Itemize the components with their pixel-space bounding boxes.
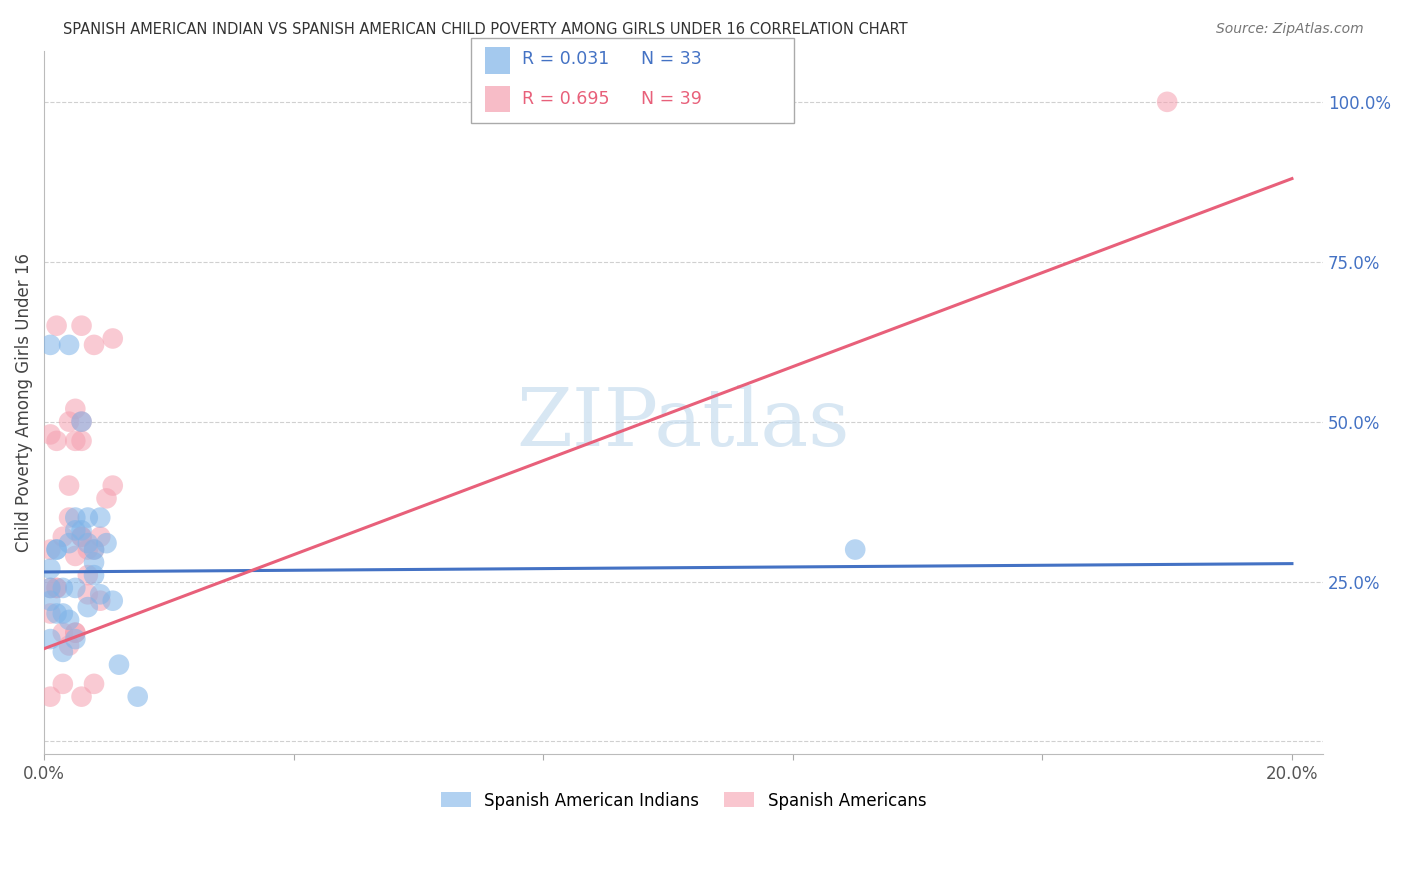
Point [76, 542, 98, 557]
Point [89, 510, 111, 524]
Text: SPANISH AMERICAN INDIAN VS SPANISH AMERICAN CHILD POVERTY AMONG GIRLS UNDER 16 C: SPANISH AMERICAN INDIAN VS SPANISH AMERI… [63, 22, 908, 37]
Point [52, 607, 75, 621]
Point [101, 478, 124, 492]
Point [65, 625, 87, 640]
Point [844, 542, 866, 557]
Point [52, 530, 75, 544]
Point [70, 530, 93, 544]
Point [65, 434, 87, 448]
Point [108, 657, 131, 672]
Point [83, 542, 105, 557]
Point [76, 510, 98, 524]
Point [70, 318, 93, 333]
Text: N = 39: N = 39 [641, 90, 702, 108]
Point [83, 555, 105, 569]
Point [52, 677, 75, 691]
Point [70, 530, 93, 544]
Point [96, 491, 118, 506]
Point [58, 415, 80, 429]
Point [70, 524, 93, 538]
Point [83, 542, 105, 557]
Point [45, 607, 67, 621]
Point [65, 401, 87, 416]
Point [39, 562, 62, 576]
Point [58, 338, 80, 352]
Point [39, 690, 62, 704]
Text: ZIPatlas: ZIPatlas [517, 384, 851, 463]
Point [58, 478, 80, 492]
Point [65, 581, 87, 595]
Point [65, 524, 87, 538]
Text: N = 33: N = 33 [641, 50, 702, 68]
Point [83, 677, 105, 691]
Point [39, 581, 62, 595]
Point [70, 434, 93, 448]
Point [89, 587, 111, 601]
Point [76, 536, 98, 550]
Point [45, 581, 67, 595]
Point [1156, 95, 1178, 109]
Point [89, 530, 111, 544]
Point [52, 645, 75, 659]
Point [52, 581, 75, 595]
Point [58, 510, 80, 524]
Point [39, 581, 62, 595]
Legend: Spanish American Indians, Spanish Americans: Spanish American Indians, Spanish Americ… [434, 785, 934, 816]
Point [101, 331, 124, 345]
Point [65, 632, 87, 646]
Point [76, 587, 98, 601]
Point [39, 607, 62, 621]
Point [39, 338, 62, 352]
Point [58, 536, 80, 550]
Point [76, 600, 98, 615]
Point [89, 593, 111, 607]
Text: Source: ZipAtlas.com: Source: ZipAtlas.com [1216, 22, 1364, 37]
Point [96, 536, 118, 550]
Text: R = 0.695: R = 0.695 [522, 90, 609, 108]
Point [58, 613, 80, 627]
Point [101, 593, 124, 607]
Point [70, 415, 93, 429]
Point [65, 510, 87, 524]
Point [39, 427, 62, 442]
Point [45, 434, 67, 448]
Point [52, 625, 75, 640]
Y-axis label: Child Poverty Among Girls Under 16: Child Poverty Among Girls Under 16 [15, 253, 32, 552]
Point [83, 568, 105, 582]
Point [65, 549, 87, 563]
Point [65, 625, 87, 640]
Point [39, 542, 62, 557]
Point [70, 415, 93, 429]
Point [58, 639, 80, 653]
Point [39, 593, 62, 607]
Point [76, 568, 98, 582]
Point [83, 338, 105, 352]
Point [127, 690, 149, 704]
Point [70, 690, 93, 704]
Point [45, 581, 67, 595]
Point [45, 318, 67, 333]
Point [45, 542, 67, 557]
Text: R = 0.031: R = 0.031 [522, 50, 609, 68]
Point [45, 542, 67, 557]
Point [39, 632, 62, 646]
